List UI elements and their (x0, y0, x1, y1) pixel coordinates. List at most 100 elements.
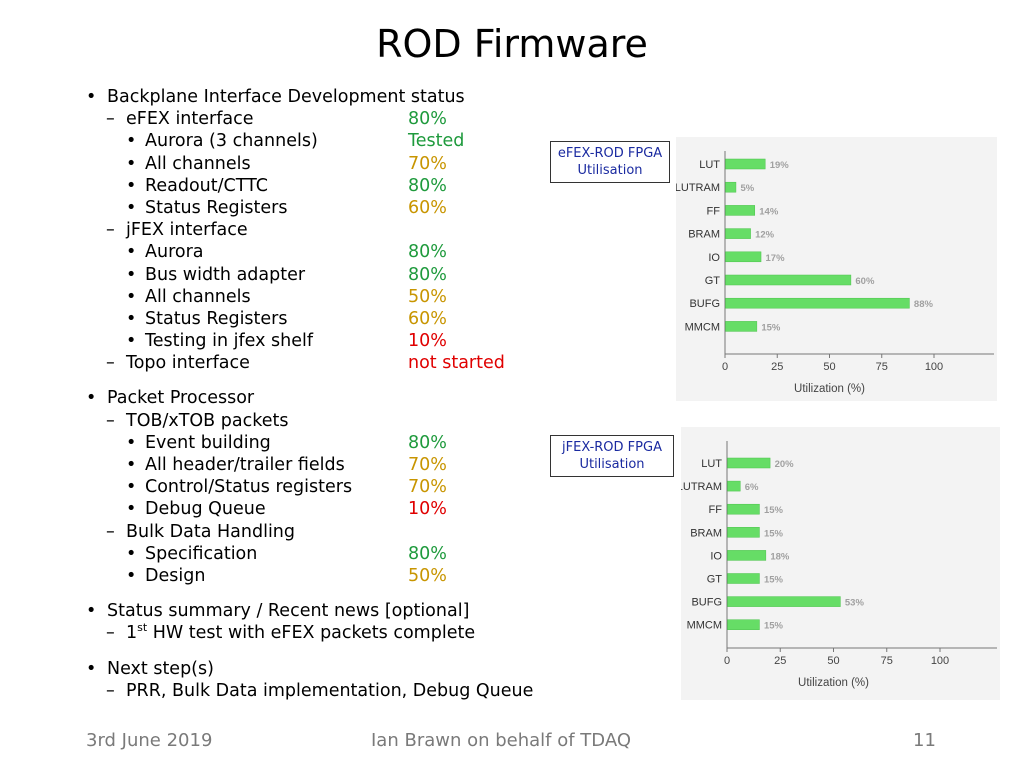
bullet-label: 1 (126, 623, 138, 644)
bullet-text: • Event building (126, 432, 271, 454)
bullet-marker: • (126, 543, 137, 564)
bullet-text: • Testing in jfex shelf (126, 330, 313, 352)
data-label: 12% (755, 230, 775, 241)
footer-page-number: 11 (913, 730, 936, 751)
category-label: LUTRAM (676, 182, 720, 194)
bullet-text: • Status Registers (126, 308, 288, 330)
bar (725, 181, 737, 193)
category-label: MMCM (687, 620, 722, 632)
data-label: 5% (740, 183, 754, 194)
x-tick-label: 100 (931, 655, 949, 667)
bullet-text: • Design (126, 565, 205, 587)
x-tick-label: 100 (925, 361, 943, 373)
bullet-marker: • (126, 242, 137, 263)
x-tick-label: 25 (771, 361, 783, 373)
category-label: LUT (701, 458, 722, 470)
bullet-text: – jFEX interface (106, 219, 248, 241)
bullet-text: • All channels (126, 153, 251, 175)
bullet-label: Topo interface (126, 353, 250, 374)
bullet-text: – Bulk Data Handling (106, 521, 295, 543)
bullet-marker: • (126, 175, 137, 196)
bullet-marker: • (126, 308, 137, 329)
bullet-label: Design (145, 565, 206, 586)
bullet-label: Specification (145, 543, 258, 564)
bullet-marker: • (126, 331, 137, 352)
category-label: LUTRAM (681, 481, 722, 493)
bullet-label: Readout/CTTC (145, 175, 269, 196)
bar (725, 251, 762, 263)
jfex-chart-svg: 0 25 50 75 100 Utilization (%) LUT 20% LUTRAM 6% F… (681, 441, 997, 689)
bullet-text: – PRR, Bulk Data implementation, Debug Qu… (106, 680, 533, 702)
bullet-marker: • (126, 565, 137, 586)
category-label: MMCM (685, 321, 720, 333)
bullet-marker: • (126, 197, 137, 218)
status-value: 70% (408, 477, 447, 498)
bullet-label: All channels (145, 153, 251, 174)
bullet-marker: • (126, 432, 137, 453)
bullet-label: eFEX interface (126, 109, 254, 130)
bullet-text: – Topo interface (106, 352, 250, 374)
bullet-label: Control/Status registers (145, 477, 353, 498)
bullet-marker: • (126, 477, 137, 498)
status-value: 50% (408, 286, 447, 307)
category-label: BRAM (688, 229, 720, 241)
data-label: 15% (764, 505, 784, 516)
bar (727, 503, 760, 515)
data-label: 15% (764, 575, 784, 586)
status-value: 10% (408, 499, 447, 520)
bar (727, 527, 760, 538)
bullet-label: TOB/xTOB packets (126, 410, 289, 431)
bullet-label-continued: HW test with eFEX packets complete (147, 623, 476, 644)
bullet-text: • Bus width adapter (126, 264, 305, 286)
bullet-text: – TOB/xTOB packets (106, 410, 288, 432)
bullet-marker: • (126, 286, 137, 307)
status-value: 10% (408, 331, 447, 352)
bullet-text: • Next step(s) (86, 658, 214, 680)
bar (725, 321, 758, 332)
bullet-marker: – (106, 623, 115, 644)
bullet-text: • Packet Processor (86, 387, 254, 409)
efex-chart-svg: 0 25 50 75 100 Utilization (%) LUT 19% LUTRAM 5% F… (676, 151, 994, 395)
data-label: 18% (770, 551, 790, 562)
jfex-label-line2: Utilisation (579, 457, 645, 472)
x-tick-label: 25 (774, 655, 786, 667)
category-label: IO (710, 550, 722, 562)
x-tick-label: 75 (876, 361, 888, 373)
bullet-marker: – (106, 680, 115, 701)
bar (725, 297, 910, 309)
bullet-marker: • (86, 601, 97, 622)
bullet-label: All header/trailer fields (145, 455, 345, 475)
data-label: 14% (759, 206, 779, 217)
bar (727, 457, 771, 469)
status-value: 70% (408, 455, 447, 475)
bullet-marker: – (106, 353, 115, 374)
efex-label-line1: eFEX-ROD FPGA (557, 146, 663, 161)
x-tick-label: 50 (823, 361, 835, 373)
efex-utilisation-chart: 0 25 50 75 100 Utilization (%) LUT 19% LUTRAM 5% F… (676, 137, 997, 401)
bar (725, 205, 756, 216)
status-value: 80% (408, 543, 447, 564)
category-label: FF (707, 205, 721, 217)
bullet-text: • Backplane Interface Development status (86, 86, 465, 108)
efex-label-line2: Utilisation (577, 163, 643, 178)
bullet-label: Next step(s) (107, 658, 214, 679)
bar (727, 480, 741, 492)
efex-chart-label: eFEX-ROD FPGA Utilisation (550, 141, 670, 183)
slide-title: ROD Firmware (376, 22, 648, 66)
bullet-text: – eFEX interface (106, 108, 254, 130)
bullet-text: • Readout/CTTC (126, 175, 268, 197)
jfex-chart-label: jFEX-ROD FPGA Utilisation (550, 435, 674, 477)
bullet-marker: • (86, 658, 97, 679)
bullet-marker: • (126, 131, 137, 152)
data-label: 19% (770, 160, 790, 171)
bullet-label: PRR, Bulk Data implementation, Debug Que… (126, 680, 534, 701)
bullet-label: Aurora (3 channels) (145, 131, 318, 152)
bullet-label: Event building (145, 432, 271, 453)
bullet-label: jFEX interface (126, 220, 248, 241)
status-value: 60% (408, 197, 447, 218)
x-tick-label: 0 (724, 655, 730, 667)
data-label: 20% (775, 459, 795, 470)
bullet-label: Status Registers (145, 308, 288, 329)
status-value: 80% (408, 242, 447, 263)
bullet-text: • Aurora (126, 241, 204, 263)
